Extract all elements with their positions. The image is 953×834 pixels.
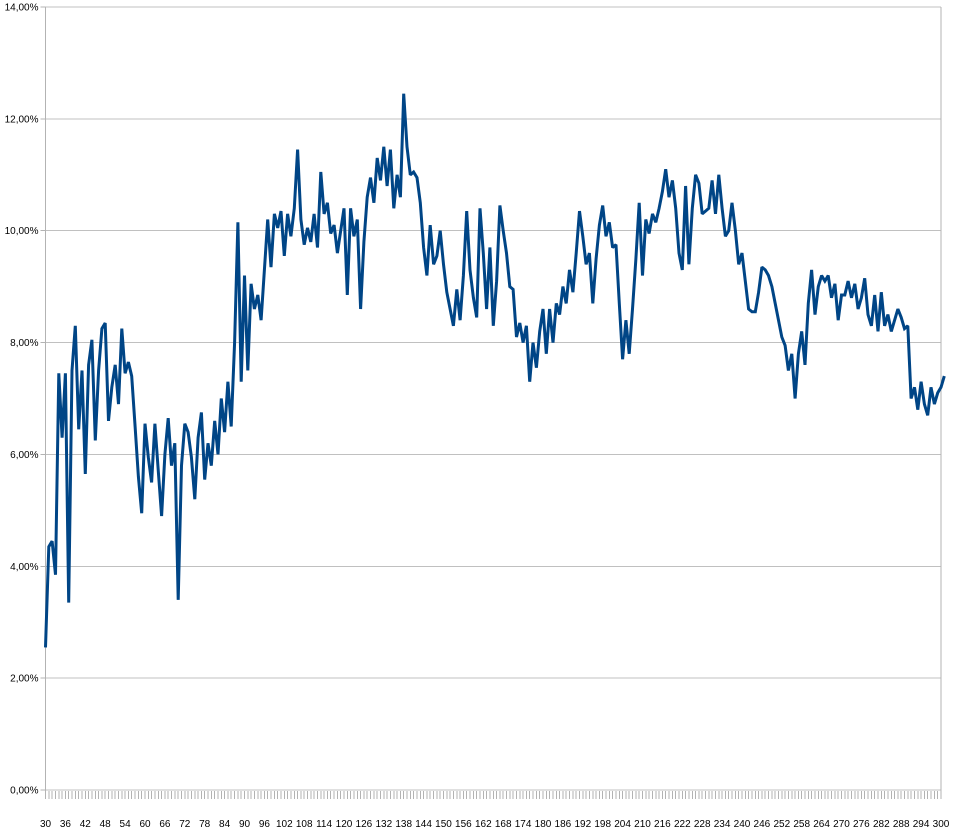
x-tick-label: 54 <box>120 819 132 830</box>
x-tick-label: 216 <box>654 819 671 830</box>
x-tick-label: 300 <box>933 819 950 830</box>
x-tick-label: 78 <box>199 819 211 830</box>
x-tick-label: 138 <box>395 819 412 830</box>
y-tick-label: 0,00% <box>10 786 38 797</box>
x-tick-label: 102 <box>276 819 293 830</box>
x-tick-label: 294 <box>913 819 930 830</box>
x-tick-label: 276 <box>853 819 870 830</box>
x-tick-label: 150 <box>435 819 452 830</box>
gridlines <box>45 6 941 791</box>
x-tick-label: 282 <box>873 819 890 830</box>
y-tick-label: 14,00% <box>5 3 39 14</box>
y-tick-label: 10,00% <box>5 226 39 237</box>
x-tick-label: 210 <box>634 819 651 830</box>
x-tick-label: 186 <box>555 819 572 830</box>
y-tick-label: 12,00% <box>5 114 39 125</box>
x-tick-label: 36 <box>60 819 72 830</box>
axis-labels: 0,00% 2,00% 4,00% 6,00% 8,00% 10,00% 12,00% 14,… <box>5 3 950 831</box>
x-tick-label: 222 <box>674 819 691 830</box>
x-tick-label: 126 <box>356 819 373 830</box>
x-tick-label: 120 <box>336 819 353 830</box>
y-tick-label: 6,00% <box>10 450 38 461</box>
x-tick-label: 30 <box>40 819 52 830</box>
x-tick-label: 288 <box>893 819 910 830</box>
x-tick-label: 84 <box>219 819 231 830</box>
x-tick-label: 162 <box>475 819 492 830</box>
x-tick-label: 252 <box>773 819 790 830</box>
x-tick-label: 198 <box>594 819 611 830</box>
x-tick-label: 228 <box>694 819 711 830</box>
axes <box>40 6 942 799</box>
x-tick-label: 192 <box>574 819 591 830</box>
x-tick-label: 90 <box>239 819 251 830</box>
y-tick-label: 2,00% <box>10 674 38 685</box>
x-tick-label: 270 <box>833 819 850 830</box>
x-tick-label: 234 <box>714 819 731 830</box>
x-tick-label: 144 <box>415 819 432 830</box>
data-series <box>44 93 946 648</box>
y-tick-label: 4,00% <box>10 562 38 573</box>
x-tick-label: 132 <box>375 819 392 830</box>
x-tick-label: 72 <box>179 819 191 830</box>
y-tick-label: 8,00% <box>10 338 38 349</box>
x-tick-label: 204 <box>614 819 631 830</box>
x-tick-label: 180 <box>535 819 552 830</box>
x-tick-label: 66 <box>159 819 171 830</box>
x-tick-label: 48 <box>100 819 112 830</box>
x-tick-label: 96 <box>259 819 271 830</box>
x-tick-label: 114 <box>316 819 332 830</box>
x-tick-label: 156 <box>455 819 472 830</box>
x-tick-label: 168 <box>495 819 512 830</box>
x-tick-label: 246 <box>754 819 771 830</box>
x-tick-label: 174 <box>515 819 532 830</box>
x-tick-label: 42 <box>80 819 92 830</box>
x-axis-ticks <box>45 791 942 799</box>
series-line <box>44 93 946 648</box>
x-tick-label: 240 <box>734 819 751 830</box>
x-tick-label: 264 <box>813 819 830 830</box>
x-tick-label: 258 <box>793 819 810 830</box>
x-tick-label: 60 <box>139 819 151 830</box>
x-tick-label: 108 <box>296 819 313 830</box>
